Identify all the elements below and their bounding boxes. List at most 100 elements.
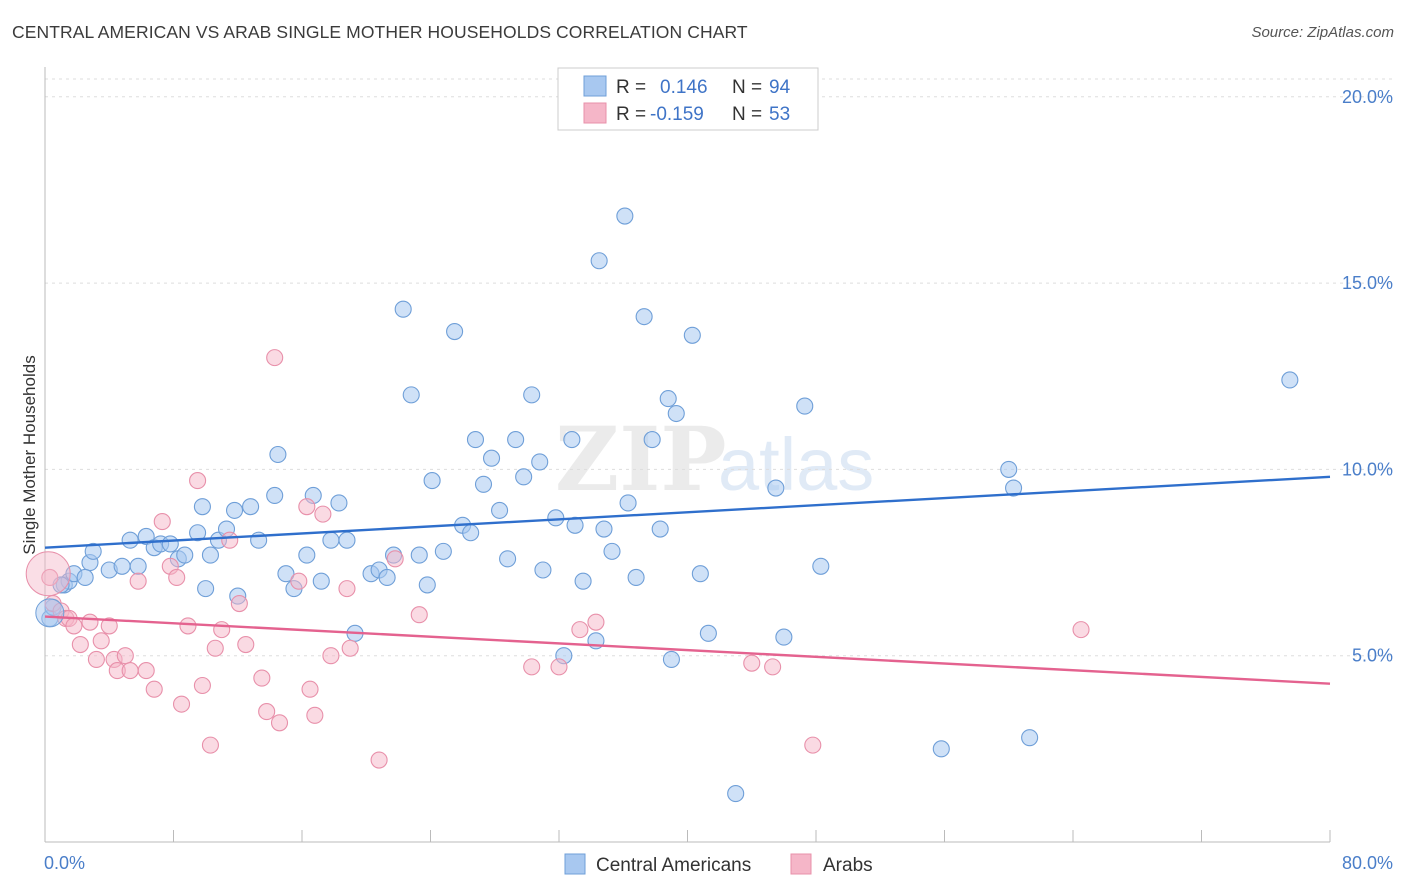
trend-line-arabs	[44, 615, 1331, 685]
point-central-americans	[129, 557, 147, 575]
point-central-americans	[193, 498, 211, 516]
point-arabs	[386, 550, 404, 568]
point-central-americans	[410, 546, 428, 564]
point-arabs	[266, 349, 284, 367]
legend-r-label-2: R =	[616, 104, 646, 125]
point-central-americans	[507, 431, 525, 449]
point-central-americans	[667, 404, 685, 423]
point-central-americans	[482, 449, 501, 467]
legend-r-label-1: R =	[616, 77, 646, 98]
point-cluster-central-americans	[35, 598, 65, 628]
point-arabs	[230, 594, 248, 613]
point-central-americans	[767, 479, 785, 497]
y-axis-tick-labels: 5.0% 10.0% 15.0% 20.0%	[1342, 87, 1393, 666]
point-central-americans	[298, 546, 316, 564]
point-central-americans	[197, 580, 215, 598]
point-arabs	[87, 650, 105, 668]
trend-line-central-americans	[44, 475, 1331, 549]
point-central-americans	[699, 624, 717, 642]
point-arabs	[270, 714, 289, 732]
point-central-americans	[201, 546, 219, 564]
point-arabs	[322, 647, 340, 665]
point-central-americans	[603, 542, 621, 560]
point-central-americans	[534, 561, 552, 579]
point-central-americans	[423, 472, 441, 490]
point-central-americans	[691, 565, 709, 583]
legend-n-value-2: 53	[769, 104, 790, 125]
point-arabs	[550, 658, 568, 676]
point-central-americans	[225, 501, 244, 519]
point-arabs	[253, 669, 271, 687]
point-arabs	[258, 703, 276, 721]
point-central-americans	[121, 531, 139, 549]
point-central-americans	[434, 542, 452, 560]
point-arabs	[341, 639, 359, 657]
point-arabs	[168, 568, 186, 587]
point-central-americans	[113, 557, 131, 575]
point-arabs	[100, 617, 118, 635]
point-arabs	[370, 751, 388, 769]
point-central-americans	[330, 494, 348, 512]
point-central-americans	[474, 475, 493, 493]
series-legend: Central Americans Arabs	[564, 853, 873, 876]
gridlines	[45, 78, 1393, 657]
point-arabs	[92, 632, 110, 650]
point-central-americans	[643, 431, 661, 449]
chart-title: CENTRAL AMERICAN VS ARAB SINGLE MOTHER H…	[12, 22, 748, 42]
legend-swatch-central-americans	[583, 75, 607, 97]
point-arabs	[179, 617, 197, 635]
bottom-legend-swatch-central-americans	[564, 853, 586, 875]
point-central-americans	[595, 520, 613, 538]
point-central-americans	[322, 531, 340, 549]
source-label: Source: ZipAtlas.com	[1251, 24, 1394, 41]
point-arabs	[189, 472, 207, 490]
point-arabs	[129, 572, 147, 590]
point-central-americans	[619, 494, 637, 512]
point-arabs	[306, 706, 324, 724]
watermark-zip: ZIP	[555, 407, 727, 511]
point-central-americans	[1000, 460, 1018, 478]
point-central-americans	[269, 445, 287, 464]
y-tick-label: 15.0%	[1342, 273, 1393, 293]
bottom-legend-label-central-americans: Central Americans	[596, 855, 751, 876]
point-arabs	[145, 680, 163, 698]
point-arabs	[1072, 621, 1090, 639]
bottom-legend-label-arabs: Arabs	[823, 855, 873, 876]
point-arabs	[764, 658, 782, 676]
point-central-americans	[189, 524, 207, 542]
point-central-americans	[659, 390, 677, 408]
point-central-americans	[796, 397, 814, 415]
y-tick-label: 20.0%	[1342, 87, 1393, 107]
correlation-legend: R = 0.146 N = 94 R = -0.159 N = 53	[557, 67, 819, 131]
legend-n-label-1: N =	[732, 77, 762, 98]
legend-r-value-2: -0.159	[650, 104, 704, 125]
point-central-americans	[812, 557, 830, 575]
point-central-americans	[499, 550, 517, 568]
point-central-americans	[523, 386, 541, 404]
point-arabs	[314, 505, 332, 523]
point-arabs	[221, 531, 239, 549]
point-arabs	[298, 498, 316, 516]
point-arabs	[193, 676, 211, 695]
point-central-americans	[312, 572, 330, 590]
point-central-americans	[338, 531, 356, 549]
point-central-americans	[84, 542, 102, 560]
point-central-americans	[531, 453, 549, 471]
point-central-americans	[574, 572, 592, 590]
point-central-americans	[1005, 479, 1023, 497]
point-arabs	[137, 662, 155, 680]
point-arabs	[81, 613, 99, 631]
point-central-americans	[466, 431, 485, 449]
point-central-americans	[76, 568, 94, 587]
x-axis-ticks	[44, 830, 1331, 842]
point-arabs	[410, 606, 428, 624]
point-arabs	[116, 647, 134, 665]
point-central-americans	[590, 252, 608, 270]
point-arabs	[804, 736, 822, 754]
point-central-americans	[446, 322, 464, 341]
point-central-americans	[491, 501, 509, 519]
point-central-americans	[775, 628, 793, 646]
point-central-americans	[402, 386, 420, 404]
data-points	[25, 207, 1299, 803]
